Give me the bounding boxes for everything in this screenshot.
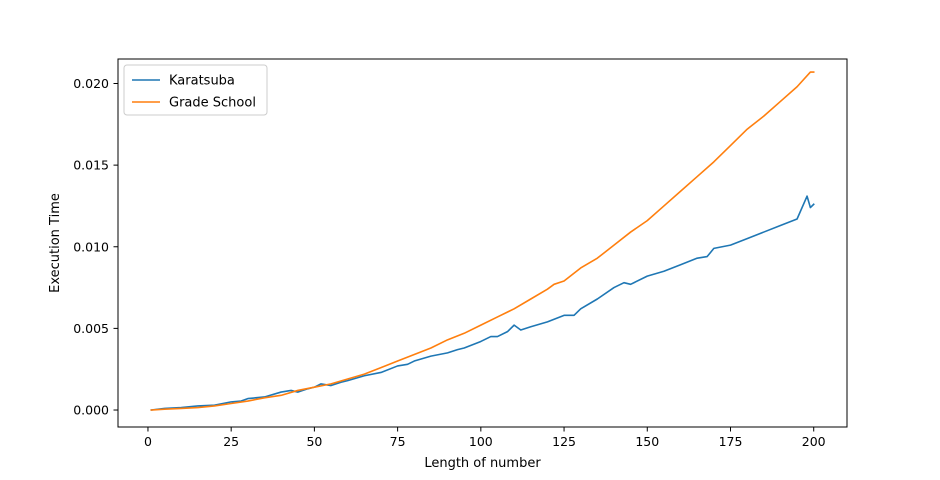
y-axis-label: Execution Time bbox=[48, 193, 63, 293]
x-tick-label: 100 bbox=[469, 434, 493, 449]
y-tick-label: 0.020 bbox=[73, 76, 109, 91]
x-tick-label: 75 bbox=[390, 434, 406, 449]
y-tick-label: 0.010 bbox=[73, 239, 109, 254]
series-line-grade-school bbox=[150, 71, 815, 411]
legend-label-karatsuba: Karatsuba bbox=[169, 74, 235, 89]
legend: Karatsuba Grade School bbox=[123, 64, 268, 116]
x-axis-label: Length of number bbox=[424, 456, 541, 471]
y-axis-ticks: 0.000 0.005 0.010 0.015 0.020 bbox=[73, 76, 118, 418]
x-tick-label: 50 bbox=[306, 434, 322, 449]
legend-label-grade-school: Grade School bbox=[169, 96, 256, 111]
x-tick-label: 175 bbox=[719, 434, 743, 449]
x-tick-label: 0 bbox=[144, 434, 152, 449]
y-tick-label: 0.005 bbox=[73, 321, 109, 336]
x-tick-label: 125 bbox=[552, 434, 576, 449]
series-layer bbox=[150, 71, 815, 411]
x-tick-label: 200 bbox=[802, 434, 826, 449]
series-line-karatsuba bbox=[150, 195, 815, 411]
y-tick-label: 0.000 bbox=[73, 403, 109, 418]
x-tick-label: 150 bbox=[635, 434, 659, 449]
y-tick-label: 0.015 bbox=[73, 158, 109, 173]
plot-area-frame bbox=[117, 58, 848, 428]
x-axis-ticks: 0 25 50 75 100 125 150 175 200 bbox=[144, 427, 826, 449]
x-tick-label: 25 bbox=[223, 434, 239, 449]
